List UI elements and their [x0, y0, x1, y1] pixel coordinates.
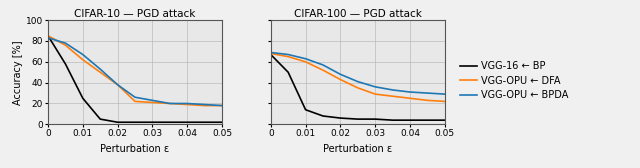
Legend: VGG-16 ← BP, VGG-OPU ← DFA, VGG-OPU ← BPDA: VGG-16 ← BP, VGG-OPU ← DFA, VGG-OPU ← BP… [456, 57, 573, 104]
VGG-OPU ← BPDA [79, 54, 86, 56]
VGG-OPU ← BPDA [301, 58, 309, 60]
VGG-OPU ← DFA [184, 103, 191, 106]
VGG-16 ← BP [301, 109, 309, 111]
Line: VGG-16 ← BP: VGG-16 ← BP [271, 55, 445, 120]
VGG-OPU ← BPDA [131, 96, 139, 98]
VGG-16 ← BP [97, 118, 104, 120]
VGG-16 ← BP [61, 63, 69, 65]
VGG-OPU ← BPDA [337, 73, 344, 75]
VGG-16 ← BP [424, 119, 431, 121]
VGG-OPU ← BPDA [319, 64, 327, 66]
VGG-16 ← BP [371, 118, 379, 120]
VGG-OPU ← DFA [61, 44, 69, 46]
VGG-OPU ← BPDA [44, 37, 52, 39]
VGG-OPU ← DFA [201, 104, 209, 107]
VGG-16 ← BP [406, 119, 414, 121]
VGG-16 ← BP [337, 117, 344, 119]
VGG-OPU ← DFA [406, 97, 414, 99]
VGG-16 ← BP [114, 121, 122, 123]
VGG-OPU ← BPDA [267, 51, 275, 53]
VGG-OPU ← DFA [354, 87, 362, 89]
VGG-16 ← BP [319, 115, 327, 117]
VGG-OPU ← BPDA [184, 102, 191, 104]
VGG-16 ← BP [441, 119, 449, 121]
VGG-OPU ← BPDA [424, 92, 431, 94]
VGG-OPU ← BPDA [406, 91, 414, 93]
VGG-OPU ← BPDA [201, 103, 209, 106]
VGG-OPU ← DFA [97, 71, 104, 73]
VGG-OPU ← DFA [44, 35, 52, 37]
VGG-OPU ← DFA [267, 52, 275, 54]
Line: VGG-OPU ← BPDA: VGG-OPU ← BPDA [271, 52, 445, 94]
VGG-OPU ← DFA [114, 84, 122, 86]
VGG-OPU ← BPDA [97, 68, 104, 70]
VGG-OPU ← DFA [319, 69, 327, 71]
VGG-OPU ← DFA [301, 61, 309, 63]
Line: VGG-OPU ← DFA: VGG-OPU ← DFA [48, 36, 222, 106]
VGG-OPU ← DFA [218, 104, 226, 107]
Title: CIFAR-100 — PGD attack: CIFAR-100 — PGD attack [294, 9, 422, 19]
VGG-OPU ← DFA [388, 95, 396, 97]
Line: VGG-OPU ← BPDA: VGG-OPU ← BPDA [48, 38, 222, 106]
Line: VGG-OPU ← DFA: VGG-OPU ← DFA [271, 53, 445, 101]
VGG-OPU ← BPDA [354, 81, 362, 83]
VGG-16 ← BP [44, 35, 52, 37]
X-axis label: Perturbation ε: Perturbation ε [100, 144, 170, 154]
Line: VGG-16 ← BP: VGG-16 ← BP [48, 36, 222, 122]
VGG-16 ← BP [284, 71, 292, 73]
VGG-OPU ← BPDA [441, 93, 449, 95]
VGG-OPU ← DFA [79, 59, 86, 61]
VGG-OPU ← BPDA [218, 104, 226, 107]
VGG-OPU ← DFA [166, 102, 173, 104]
VGG-16 ← BP [201, 121, 209, 123]
VGG-OPU ← BPDA [371, 86, 379, 88]
VGG-16 ← BP [218, 121, 226, 123]
VGG-OPU ← DFA [131, 100, 139, 102]
VGG-16 ← BP [388, 119, 396, 121]
VGG-16 ← BP [354, 118, 362, 120]
VGG-OPU ← BPDA [114, 84, 122, 86]
VGG-16 ← BP [79, 97, 86, 99]
VGG-OPU ← DFA [424, 99, 431, 101]
VGG-16 ← BP [148, 121, 156, 123]
VGG-16 ← BP [131, 121, 139, 123]
VGG-16 ← BP [166, 121, 173, 123]
VGG-OPU ← DFA [284, 56, 292, 58]
VGG-16 ← BP [267, 54, 275, 56]
VGG-OPU ← DFA [441, 100, 449, 102]
VGG-OPU ← DFA [148, 101, 156, 103]
X-axis label: Perturbation ε: Perturbation ε [323, 144, 392, 154]
Y-axis label: Accuracy [%]: Accuracy [%] [13, 40, 23, 104]
VGG-OPU ← DFA [371, 93, 379, 95]
VGG-OPU ← BPDA [166, 102, 173, 104]
VGG-OPU ← BPDA [61, 42, 69, 44]
VGG-OPU ← BPDA [148, 99, 156, 101]
VGG-16 ← BP [184, 121, 191, 123]
VGG-OPU ← BPDA [388, 89, 396, 91]
VGG-OPU ← BPDA [284, 54, 292, 56]
Title: CIFAR-10 — PGD attack: CIFAR-10 — PGD attack [74, 9, 196, 19]
VGG-OPU ← DFA [337, 78, 344, 80]
